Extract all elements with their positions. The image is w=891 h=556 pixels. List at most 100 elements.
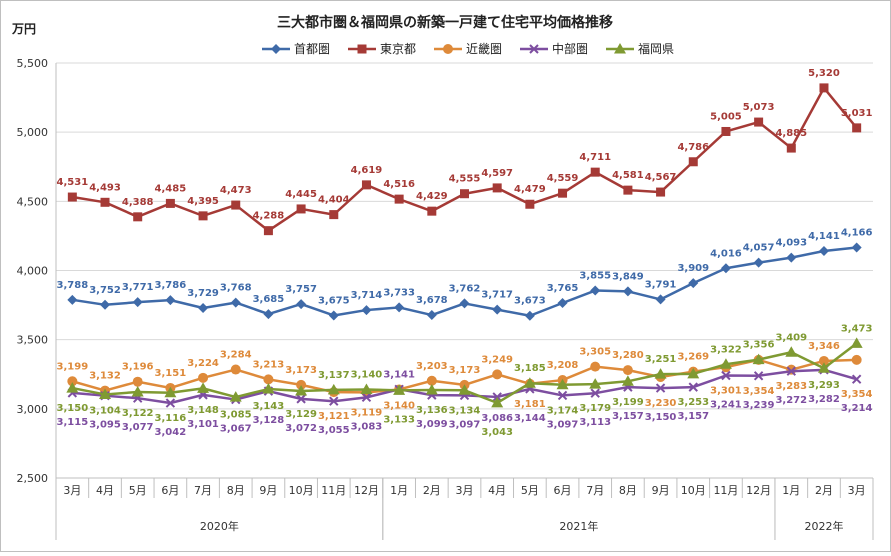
triangle-marker	[491, 396, 504, 408]
data-label: 3,768	[220, 283, 252, 294]
data-label: 4,016	[710, 248, 742, 259]
circle-marker	[443, 44, 453, 54]
gridlines	[55, 62, 873, 479]
diamond-marker	[271, 44, 281, 54]
legend-item: 首都圏	[262, 42, 330, 56]
x-tick-label: 5月	[129, 484, 147, 497]
diamond-marker	[851, 242, 862, 253]
data-label: 4,485	[155, 183, 187, 194]
data-label: 4,493	[89, 182, 121, 193]
data-label: 3,199	[57, 361, 89, 372]
square-marker	[329, 210, 339, 220]
triangle-marker	[589, 378, 602, 389]
y-tick-label: 3,500	[17, 334, 49, 347]
data-label: 4,141	[808, 231, 840, 242]
data-label: 3,144	[514, 413, 546, 424]
data-label: 3,148	[187, 405, 219, 416]
x-tick-label: 3月	[63, 484, 81, 497]
x-tick-label: 12月	[746, 484, 771, 497]
x-marker	[296, 394, 306, 404]
square-marker	[427, 206, 437, 216]
triangle-marker	[425, 384, 438, 395]
data-label: 3,077	[122, 422, 154, 433]
square-marker	[394, 194, 404, 204]
data-label: 3,097	[547, 419, 579, 430]
x-marker	[851, 374, 862, 384]
data-label: 3,230	[645, 398, 677, 409]
data-label: 3,115	[57, 417, 89, 428]
square-marker	[623, 185, 633, 195]
data-label: 3,067	[220, 424, 252, 435]
legend-item: 東京都	[348, 42, 416, 56]
x-marker	[329, 396, 339, 406]
data-label: 3,213	[253, 359, 285, 370]
data-label: 3,675	[318, 295, 350, 306]
x-marker-stroke	[529, 44, 539, 54]
circle-marker	[426, 375, 437, 386]
y-tick-label: 2,500	[17, 472, 49, 485]
data-label: 3,678	[416, 295, 448, 306]
data-label: 3,473	[841, 323, 873, 334]
triangle-marker	[458, 384, 471, 395]
square-marker	[525, 199, 535, 209]
chart-title: 三大都市圏＆福岡県の新築一戸建て住宅平均価格推移	[277, 14, 613, 31]
data-label: 3,284	[220, 350, 252, 361]
data-label: 3,729	[187, 288, 219, 299]
triangle-marker	[393, 384, 406, 395]
x-tick-label: 9月	[652, 484, 670, 497]
square-marker	[558, 188, 568, 198]
square-marker	[100, 197, 110, 207]
square-marker	[67, 192, 77, 202]
data-label: 3,055	[318, 425, 350, 436]
x-marker	[557, 390, 568, 401]
diamond-marker	[524, 310, 535, 321]
triangle-marker	[654, 368, 667, 379]
circle-marker	[786, 364, 797, 375]
circle-marker	[851, 354, 862, 365]
data-label: 3,150	[645, 412, 677, 423]
diamond-marker	[67, 294, 78, 305]
x-marker-stroke	[590, 388, 600, 398]
data-label: 3,140	[351, 369, 383, 380]
data-label: 5,031	[841, 108, 873, 119]
x-tick-label: 11月	[321, 484, 346, 497]
legend-label: 東京都	[380, 42, 416, 56]
data-label: 3,185	[514, 363, 546, 374]
x-tick-label: 3月	[848, 484, 866, 497]
diamond-marker	[492, 304, 503, 315]
data-label: 4,093	[775, 238, 807, 249]
data-label: 3,272	[775, 395, 807, 406]
data-label: 3,855	[579, 271, 611, 282]
data-label: 3,269	[677, 352, 709, 363]
x-tick-label: 8月	[619, 484, 637, 497]
data-label: 3,282	[808, 394, 840, 405]
data-label: 3,083	[351, 421, 383, 432]
x-marker	[529, 44, 539, 54]
triangle-marker	[752, 353, 765, 365]
data-label: 3,128	[253, 415, 285, 426]
x-marker-stroke	[296, 394, 306, 404]
triangle-marker	[817, 362, 830, 373]
data-label: 3,104	[89, 406, 121, 417]
data-label: 3,253	[677, 397, 709, 408]
x-tick-label: 5月	[521, 484, 539, 497]
data-label: 3,173	[449, 365, 481, 376]
data-label: 3,208	[547, 360, 579, 371]
data-label: 3,346	[808, 341, 840, 352]
diamond-marker	[296, 299, 307, 310]
diamond-marker	[394, 302, 405, 313]
legend-label: 首都圏	[294, 42, 330, 56]
data-label: 4,531	[57, 177, 89, 188]
data-label: 3,122	[122, 408, 154, 419]
square-marker	[786, 143, 796, 153]
legend-item: 近畿圏	[434, 42, 502, 56]
circle-marker	[67, 376, 78, 387]
diamond-marker	[100, 299, 111, 310]
data-label: 3,757	[285, 284, 317, 295]
x-marker-stroke	[655, 383, 666, 393]
data-label: 3,239	[743, 400, 775, 411]
circle-marker	[263, 374, 274, 385]
series-東京都	[67, 83, 862, 236]
